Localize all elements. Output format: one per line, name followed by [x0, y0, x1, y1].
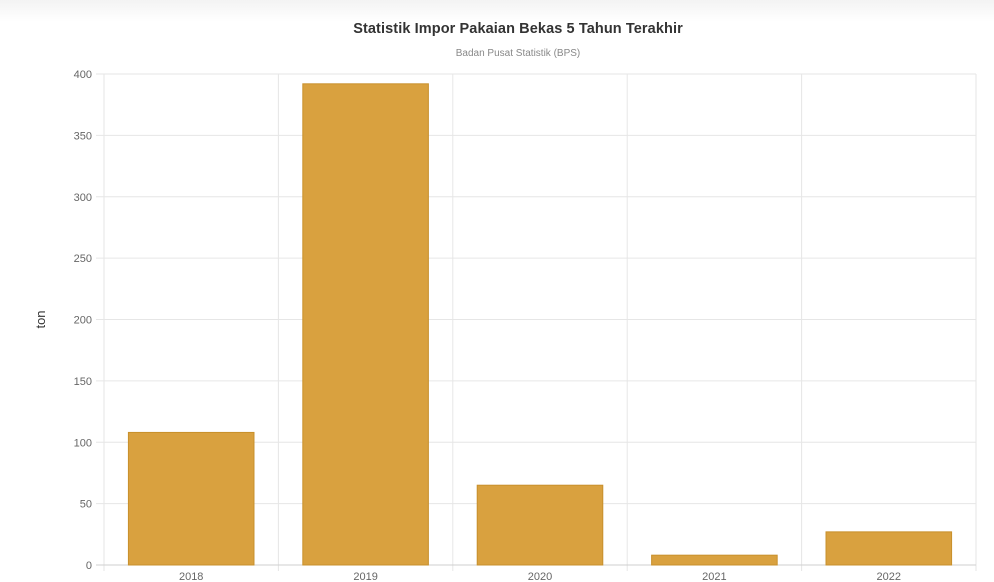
bar-2020: [476, 484, 604, 566]
ticks-layer: 0 50 100 150 200 250 300 350 400 2018 2019 2020 2021…: [74, 69, 901, 582]
x-tick-label: 2021: [702, 571, 726, 582]
y-tick-label: 150: [74, 376, 92, 388]
chart-header-background: [0, 0, 994, 22]
chart-title: Statistik Impor Pakaian Bekas 5 Tahun Te…: [353, 21, 683, 37]
x-tick-label: 2022: [877, 571, 901, 582]
x-tick-label: 2020: [528, 571, 552, 582]
y-tick-label: 300: [74, 192, 92, 204]
x-tick-label: 2018: [179, 571, 203, 582]
bar-2019: [302, 83, 429, 566]
y-tick-label: 100: [74, 437, 92, 449]
bar-2021: [651, 554, 778, 566]
y-tick-label: 200: [74, 315, 92, 327]
y-tick-label: 400: [74, 69, 92, 81]
y-tick-label: 250: [74, 253, 92, 265]
y-tick-label: 50: [80, 499, 92, 511]
x-tick-label: 2019: [353, 571, 377, 582]
y-tick-label: 0: [86, 560, 92, 572]
y-axis-label: ton: [33, 310, 48, 328]
bar-2018: [127, 431, 255, 566]
bars-layer: [127, 83, 953, 566]
bar-2022: [825, 531, 953, 566]
chart-subtitle: Badan Pusat Statistik (BPS): [455, 48, 581, 59]
y-tick-label: 350: [74, 130, 92, 142]
